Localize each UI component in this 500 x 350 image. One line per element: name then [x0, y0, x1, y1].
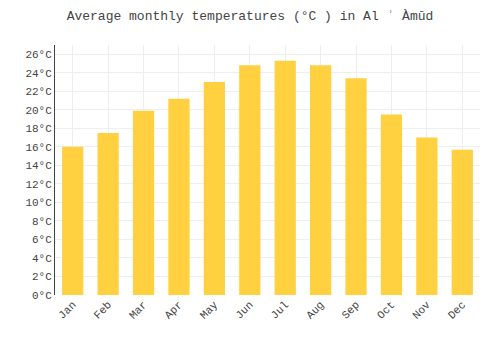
- svg-text:0°C: 0°C: [32, 290, 52, 302]
- svg-text:Mar: Mar: [127, 299, 149, 321]
- svg-text:4°C: 4°C: [32, 253, 52, 265]
- svg-text:Apr: Apr: [162, 299, 184, 321]
- svg-text:Sep: Sep: [340, 299, 362, 321]
- svg-text:6°C: 6°C: [32, 234, 52, 246]
- svg-text:Jan: Jan: [56, 299, 78, 321]
- svg-text:22°C: 22°C: [25, 86, 52, 98]
- svg-text:May: May: [198, 299, 221, 322]
- svg-text:8°C: 8°C: [32, 216, 52, 228]
- svg-text:Oct: Oct: [375, 299, 397, 321]
- svg-text:Average monthly temperatures (: Average monthly temperatures (°C ) in Al…: [67, 9, 434, 24]
- svg-text:12°C: 12°C: [25, 179, 52, 191]
- svg-text:2°C: 2°C: [32, 271, 52, 283]
- svg-text:14°C: 14°C: [25, 160, 52, 172]
- svg-text:Feb: Feb: [92, 299, 114, 321]
- svg-text:Nov: Nov: [410, 299, 433, 322]
- svg-text:16°C: 16°C: [25, 142, 52, 154]
- svg-text:Aug: Aug: [304, 299, 326, 321]
- svg-text:26°C: 26°C: [25, 49, 52, 61]
- svg-text:Jul: Jul: [269, 299, 291, 321]
- svg-text:24°C: 24°C: [25, 68, 52, 80]
- svg-text:Jun: Jun: [233, 299, 255, 321]
- svg-text:18°C: 18°C: [25, 123, 52, 135]
- svg-text:20°C: 20°C: [25, 105, 52, 117]
- svg-text:10°C: 10°C: [25, 197, 52, 209]
- svg-text:Dec: Dec: [446, 299, 468, 321]
